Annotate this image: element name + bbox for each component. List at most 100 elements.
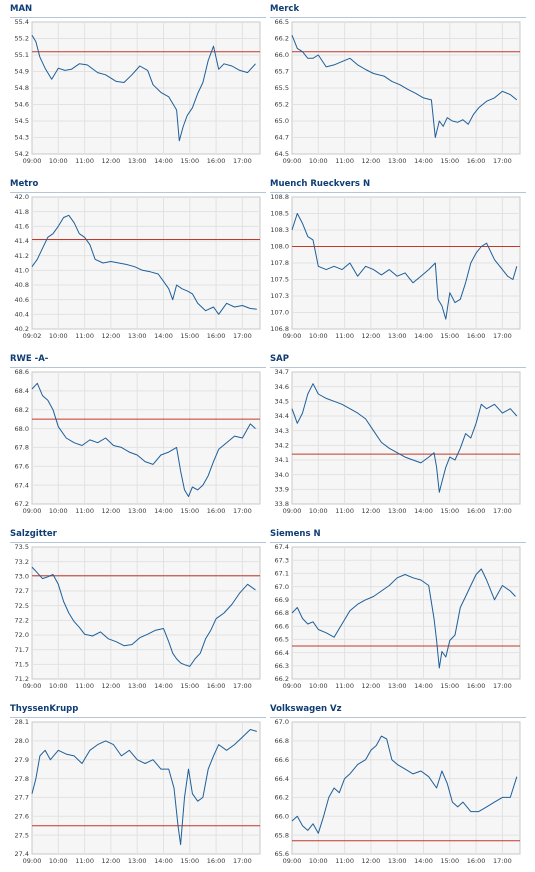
y-tick-label: 107.5 [270,276,289,284]
y-tick-label: 67.3 [275,556,289,564]
x-tick-label: 11:00 [335,157,354,165]
price-line [31,566,256,667]
y-tick-label: 27.4 [15,850,29,858]
x-tick-label: 14:00 [154,857,173,865]
chart-title: Siemens N [270,529,321,539]
y-tick-label: 73.5 [15,543,29,551]
chart-title: RWE -A- [10,354,49,364]
x-tick-label: 13:00 [128,857,147,865]
y-tick-label: 66.4 [275,649,289,657]
chart-panel-siemens: Siemens N 67.4 67.3 67.1 67.0 66.9 66.8 66.6 66… [270,525,526,697]
y-tick-label: 108.0 [270,243,289,251]
y-tick-label: 107.0 [270,309,289,317]
x-tick-label: 16:00 [207,507,226,515]
chart-panel-muench-rueckvers: Muench Rueckvers N 108.8 108.5 108.3 108.0 1… [270,175,526,347]
y-tick-label: 27.5 [15,831,29,839]
x-tick-label: 10:00 [309,157,328,165]
x-tick-label: 16:00 [207,682,226,690]
chart-panel-salzgitter: Salzgitter 73.5 73.2 73.0 72.7 72.5 72.2 72.0 7… [10,525,266,697]
plot-area [31,546,261,680]
title-divider [270,717,526,718]
y-tick-label: 66.2 [275,35,289,43]
x-tick-label: 09:00 [283,682,302,690]
x-tick-label: 16:00 [467,507,486,515]
x-tick-label: 12:00 [362,857,381,865]
x-tick-label: 14:00 [154,332,173,340]
y-tick-label: 72.5 [15,602,29,610]
y-tick-label: 66.8 [275,609,289,617]
x-tick-label: 14:00 [154,682,173,690]
x-tick-label: 14:00 [414,857,433,865]
y-tick-label: 66.4 [275,775,289,783]
x-tick-label: 11:00 [75,157,94,165]
x-tick-label: 17:00 [493,857,512,865]
x-tick-label: 09:00 [23,682,42,690]
y-tick-label: 55.2 [15,35,29,43]
x-tick-label: 15:00 [440,682,459,690]
y-tick-label: 67.1 [275,570,289,578]
x-tick-label: 16:00 [207,157,226,165]
y-tick-label: 66.6 [275,622,289,630]
x-tick-label: 09:00 [23,157,42,165]
x-tick-label: 17:00 [233,507,252,515]
title-divider [10,367,266,368]
x-tick-label: 13:00 [388,157,407,165]
line-chart: 108.8 108.5 108.3 108.0 107.8 107.5 107.3 107.0… [270,193,521,340]
x-tick-label: 12:00 [102,332,121,340]
x-tick-label: 10:00 [309,682,328,690]
x-tick-label: 15:00 [440,157,459,165]
y-tick-label: 65.5 [275,84,289,92]
y-tick-label: 107.8 [270,259,289,267]
title-divider [10,17,266,18]
line-chart: 68.6 68.4 68.2 68.0 67.8 67.6 67.4 67.209:00 10:… [15,368,261,515]
y-tick-label: 66.5 [275,18,289,26]
chart-title: ThyssenKrupp [10,704,79,714]
y-tick-label: 66.0 [275,812,289,820]
chart-panel-man: MAN 55.4 55.2 55.1 54.9 54.8 54.6 54.5 54.3 54.2… [10,0,266,172]
x-tick-label: 10:00 [49,157,68,165]
chart-panel-merck: Merck 66.5 66.2 66.0 65.7 65.5 65.2 65.0 64.7 64… [270,0,526,172]
line-chart: 42.0 41.8 41.6 41.4 41.2 41.0 40.8 40.6 40.4 40.2… [15,193,261,340]
x-tick-label: 10:00 [49,857,68,865]
x-tick-label: 14:00 [154,157,173,165]
x-tick-label: 09:00 [23,857,42,865]
x-tick-label: 14:00 [414,682,433,690]
x-tick-label: 12:00 [102,857,121,865]
x-tick-label: 15:00 [180,857,199,865]
chart-title: SAP [270,354,289,364]
x-tick-label: 11:00 [75,682,94,690]
chart-panel-rwe: RWE -A- 68.6 68.4 68.2 68.0 67.8 67.6 67.4 67.2… [10,350,266,522]
plot-area [31,196,261,330]
x-tick-label: 09:00 [283,332,302,340]
y-tick-label: 41.8 [15,208,29,216]
x-tick-label: 15:00 [440,332,459,340]
y-tick-label: 28.1 [15,718,29,726]
y-tick-label: 68.0 [15,425,29,433]
x-tick-label: 15:00 [180,332,199,340]
x-tick-label: 16:00 [467,682,486,690]
x-tick-label: 14:00 [154,507,173,515]
chart-panel-metro: Metro 42.0 41.8 41.6 41.4 41.2 41.0 40.8 40.6 40… [10,175,266,347]
plot-area [31,721,261,855]
y-tick-label: 40.4 [15,311,29,319]
x-tick-label: 17:00 [493,332,512,340]
chart-title: Merck [270,4,300,14]
title-divider [10,717,266,718]
x-tick-label: 11:00 [75,857,94,865]
x-tick-label: 13:00 [388,682,407,690]
price-line [31,214,257,315]
y-tick-label: 68.2 [15,406,29,414]
x-tick-label: 09:00 [283,857,302,865]
x-tick-label: 13:00 [128,332,147,340]
x-tick-label: 11:00 [75,332,94,340]
x-tick-label: 15:00 [180,682,199,690]
y-tick-label: 66.3 [275,662,289,670]
price-line [291,213,518,320]
x-tick-label: 17:00 [493,682,512,690]
chart-title: Volkswagen Vz [270,704,342,714]
x-tick-label: 13:00 [388,332,407,340]
chart-panel-sap: SAP 34.7 34.6 34.5 34.4 34.3 34.2 34.1 34.0 33.9… [270,350,526,522]
y-tick-label: 73.2 [15,558,29,566]
x-tick-label: 10:00 [49,332,68,340]
x-tick-label: 16:00 [467,157,486,165]
